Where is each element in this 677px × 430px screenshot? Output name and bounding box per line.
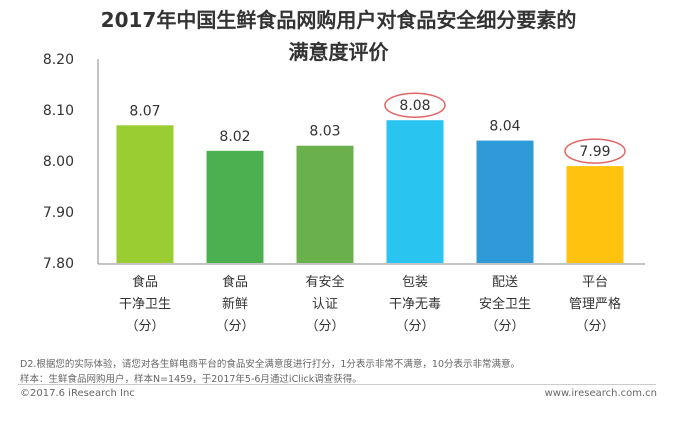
x-tick-label: 包装 <box>402 275 428 290</box>
bar <box>476 140 534 263</box>
bar <box>296 145 354 263</box>
x-tick-label: 安全卫生 <box>479 296 531 312</box>
x-tick-label: （分） <box>395 319 434 334</box>
x-tick-label: （分） <box>575 319 614 334</box>
footer-divider <box>18 384 656 385</box>
x-tick-label: （分） <box>485 319 524 334</box>
y-tick-label: 7.80 <box>43 256 74 272</box>
copyright-text: ©2017.6 iResearch Inc <box>20 388 135 399</box>
bar <box>566 166 624 263</box>
data-label: 8.02 <box>219 129 250 145</box>
website-text: www.iresearch.com.cn <box>544 388 657 399</box>
x-tick-label: 食品 <box>132 274 158 290</box>
chart-title: 2017年中国生鲜食品网购用户对食品安全细分要素的 <box>100 8 577 32</box>
x-tick-label: 食品 <box>222 274 248 290</box>
x-tick-label: 新鲜 <box>222 296 248 312</box>
bar <box>116 125 174 263</box>
x-tick-label: （分） <box>305 319 344 334</box>
data-label: 7.99 <box>579 144 610 160</box>
x-tick-label: （分） <box>125 319 164 334</box>
x-tick-label: 平台 <box>582 275 608 290</box>
x-tick-label: 干净卫生 <box>119 297 171 312</box>
data-label: 8.03 <box>309 124 340 140</box>
x-tick-label: 管理严格 <box>569 296 621 312</box>
bar <box>206 150 264 263</box>
highlight-circle <box>384 92 446 118</box>
bar <box>386 120 444 263</box>
chart-title-line-2: 满意度评价 <box>288 40 389 64</box>
sample-note: 样本：生鲜食品网购用户，样本N=1459，于2017年5-6月通过iClick调… <box>20 374 362 385</box>
data-label: 8.08 <box>399 98 430 114</box>
y-tick-label: 8.20 <box>43 52 74 68</box>
x-tick-label: 认证 <box>312 297 338 312</box>
data-label: 8.07 <box>129 103 160 119</box>
x-tick-label: 干净无毒 <box>389 297 441 312</box>
data-label: 8.04 <box>489 119 520 135</box>
y-tick-label: 7.90 <box>43 205 74 221</box>
x-tick-label: 配送 <box>492 275 518 290</box>
question-note: D2.根据您的实际体验，请您对各生鲜电商平台的食品安全满意度进行打分，1分表示非… <box>20 359 521 370</box>
x-tick-label: （分） <box>215 319 254 334</box>
highlight-circle <box>564 138 626 164</box>
y-tick-label: 8.10 <box>43 103 74 119</box>
y-tick-label: 8.00 <box>43 154 74 170</box>
x-tick-label: 有安全 <box>305 274 344 290</box>
